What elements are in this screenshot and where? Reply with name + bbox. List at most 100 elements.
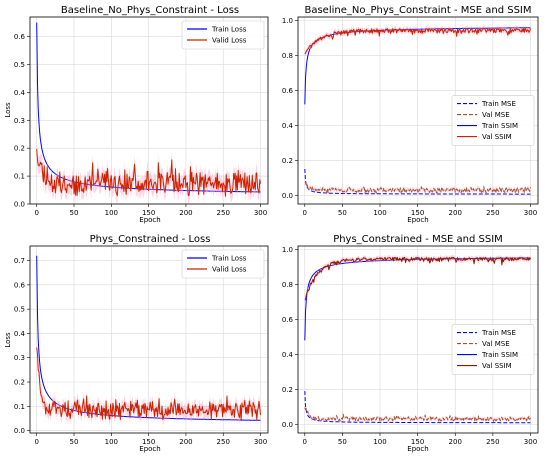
x-tick-label: 200 [449, 438, 462, 446]
legend: Train MSE Val MSE Train SSIM Val SSIM [451, 95, 535, 146]
subplot-baseline-mse-ssim: 0 50 100 150 200 250 300 0.0 0.2 0.4 0.6 0.8 1.0 Trai… [282, 16, 539, 217]
series-line [304, 168, 531, 195]
x-tick-label: 300 [524, 438, 537, 446]
x-tick-label: 100 [373, 438, 386, 446]
y-tick-label: 1.0 [282, 17, 293, 25]
x-tick-label: 250 [217, 438, 230, 446]
x-tick-label: 250 [217, 209, 230, 217]
x-tick-label: 50 [70, 209, 79, 217]
x-tick-label: 50 [338, 209, 347, 217]
series-band [304, 254, 531, 303]
legend-label: Valid Loss [212, 266, 247, 274]
x-tick-label: 300 [254, 209, 267, 217]
legend: Train Loss Valid Loss [181, 249, 265, 279]
series-line [36, 347, 261, 421]
axes-frame [29, 16, 269, 205]
subplot-baseline-loss: 0 50 100 150 200 250 300 0.0 0.1 0.2 0.3 0.4 0.5 0.6 T… [14, 16, 269, 217]
series-band [36, 340, 261, 428]
axes-frame [297, 245, 539, 434]
y-tick-label: 0.5 [14, 306, 25, 314]
subplot-3-title: Phys_Constrained - Loss [90, 234, 211, 245]
series-line [36, 255, 261, 421]
y-tick-label: 0.2 [282, 386, 293, 394]
series-line [304, 256, 531, 301]
legend-box [181, 249, 265, 279]
subplot-2-xlabel: Epoch [407, 216, 428, 224]
subplot-1-ylabel: Loss [4, 102, 12, 118]
y-tick-label: 0.0 [14, 201, 25, 209]
x-tick-label: 150 [411, 209, 424, 217]
series-line [304, 181, 531, 194]
axes-frame [29, 245, 269, 434]
x-tick-label: 200 [179, 438, 192, 446]
legend-label: Val SSIM [482, 362, 512, 370]
y-tick-label: 0.4 [282, 351, 294, 359]
legend-label: Train SSIM [481, 122, 518, 130]
x-tick-label: 300 [524, 209, 537, 217]
y-tick-label: 0.1 [14, 403, 25, 411]
x-tick-label: 150 [411, 438, 424, 446]
legend-label: Val SSIM [482, 133, 512, 141]
legend-label: Train SSIM [481, 351, 518, 359]
y-tick-label: 0.4 [14, 330, 26, 338]
x-tick-label: 0 [34, 209, 38, 217]
legend-box [181, 20, 265, 50]
series-line [36, 148, 261, 197]
x-tick-label: 100 [373, 209, 386, 217]
series-band [304, 25, 531, 57]
y-tick-label: 1.0 [282, 246, 293, 254]
y-tick-label: 0.1 [14, 173, 25, 181]
subplot-4-xlabel: Epoch [407, 445, 428, 453]
y-tick-label: 0.0 [14, 427, 25, 435]
subplot-4-title: Phys_Constrained - MSE and SSIM [333, 234, 503, 245]
series-line [304, 391, 531, 424]
subplot-phys-mse-ssim: 0 50 100 150 200 250 300 0.0 0.2 0.4 0.6 0.8 1.0 Trai… [282, 245, 539, 446]
legend: Train MSE Val MSE Train SSIM Val SSIM [451, 324, 535, 375]
x-tick-label: 250 [486, 438, 499, 446]
x-tick-label: 50 [338, 438, 347, 446]
legend-label: Val MSE [482, 111, 510, 119]
x-tick-label: 150 [142, 438, 155, 446]
y-tick-label: 0.6 [14, 33, 26, 41]
subplot-1-xlabel: Epoch [139, 216, 160, 224]
y-tick-label: 0.7 [14, 257, 25, 265]
x-tick-label: 200 [179, 209, 192, 217]
legend-box [451, 324, 535, 375]
subplot-1-title: Baseline_No_Phys_Constraint - Loss [61, 5, 239, 16]
y-tick-label: 0.0 [282, 421, 293, 429]
y-tick-label: 0.2 [14, 379, 25, 387]
x-tick-label: 100 [105, 209, 118, 217]
legend-label: Valid Loss [212, 37, 247, 45]
y-tick-label: 0.0 [282, 192, 293, 200]
y-tick-label: 0.2 [14, 145, 25, 153]
legend-label: Val MSE [482, 340, 510, 348]
subplot-3-xlabel: Epoch [139, 445, 160, 453]
x-tick-label: 150 [142, 209, 155, 217]
y-tick-label: 0.3 [14, 354, 25, 362]
subplot-phys-loss: 0 50 100 150 200 250 300 0.0 0.1 0.2 0.3 0.4 0.5 0.6 0… [14, 245, 269, 446]
y-tick-label: 0.6 [282, 87, 294, 95]
x-tick-label: 0 [34, 438, 38, 446]
legend: Train Loss Valid Loss [181, 20, 265, 50]
y-tick-label: 0.8 [282, 281, 293, 289]
y-tick-label: 0.5 [14, 61, 25, 69]
x-tick-label: 200 [449, 209, 462, 217]
y-tick-label: 0.6 [282, 316, 294, 324]
subplot-3-ylabel: Loss [4, 332, 12, 348]
x-tick-label: 100 [105, 438, 118, 446]
legend-label: Train MSE [481, 100, 516, 108]
y-tick-label: 0.4 [14, 89, 26, 97]
x-tick-label: 50 [70, 438, 79, 446]
axes-frame [297, 16, 539, 205]
series-line [304, 27, 531, 55]
y-tick-label: 0.2 [282, 157, 293, 165]
x-tick-label: 300 [254, 438, 267, 446]
legend-label: Train MSE [481, 329, 516, 337]
x-tick-label: 0 [303, 438, 307, 446]
legend-label: Train Loss [211, 26, 247, 34]
x-tick-label: 250 [486, 209, 499, 217]
y-tick-label: 0.4 [282, 122, 294, 130]
series-line [304, 407, 531, 422]
subplot-2-title: Baseline_No_Phys_Constraint - MSE and SS… [304, 5, 531, 16]
y-tick-label: 0.3 [14, 117, 25, 125]
